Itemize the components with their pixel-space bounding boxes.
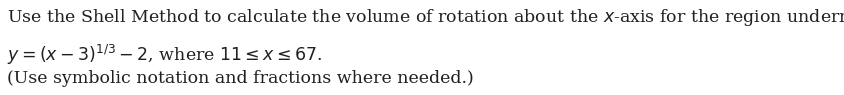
- Text: (Use symbolic notation and fractions where needed.): (Use symbolic notation and fractions whe…: [7, 70, 473, 87]
- Text: $y = (x - 3)^{1/3} - 2$, where $11 \leq x \leq 67$.: $y = (x - 3)^{1/3} - 2$, where $11 \leq …: [7, 43, 322, 67]
- Text: Use the Shell Method to calculate the volume of rotation about the $x$-axis for : Use the Shell Method to calculate the vo…: [7, 7, 844, 28]
